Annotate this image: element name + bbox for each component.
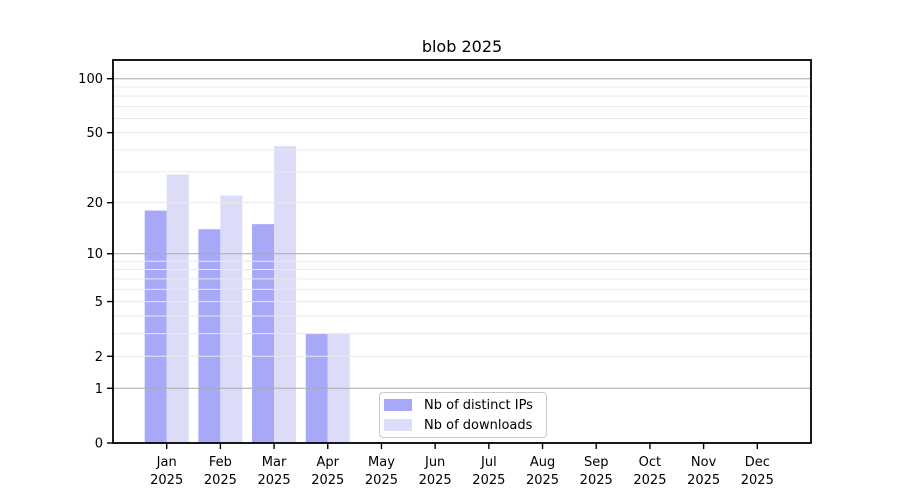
x-tick-label-apr: Apr (317, 455, 340, 470)
x-tick-year-jun: 2025 (419, 473, 452, 488)
x-tick-year-apr: 2025 (311, 473, 344, 488)
x-tick-year-jul: 2025 (472, 473, 505, 488)
legend-label-downloads: Nb of downloads (424, 417, 533, 433)
x-tick-label-sep: Sep (584, 455, 609, 470)
x-tick-year-oct: 2025 (633, 473, 666, 488)
y-tick-label-2: 2 (95, 350, 103, 365)
x-tick-year-aug: 2025 (526, 473, 559, 488)
y-tick-label-100: 100 (78, 72, 103, 87)
bar-downloads-jan (166, 174, 189, 443)
x-tick-year-may: 2025 (365, 473, 398, 488)
y-tick-label-10: 10 (86, 247, 103, 262)
legend-item-downloads: Nb of downloads (384, 417, 538, 434)
x-tick-year-sep: 2025 (580, 473, 613, 488)
bar-distinct-ips-jan (144, 210, 167, 443)
legend: Nb of distinct IPs Nb of downloads (379, 392, 547, 438)
bar-downloads-feb (220, 195, 243, 443)
y-tick-label-20: 20 (86, 196, 103, 211)
x-tick-label-jun: Jun (424, 455, 445, 470)
legend-item-distinct-ips: Nb of distinct IPs (384, 397, 538, 414)
x-tick-year-feb: 2025 (204, 473, 237, 488)
x-tick-label-oct: Oct (639, 455, 661, 470)
y-tick-label-5: 5 (95, 295, 103, 310)
x-tick-year-mar: 2025 (258, 473, 291, 488)
x-tick-label-may: May (368, 455, 395, 470)
x-tick-year-jan: 2025 (150, 473, 183, 488)
x-tick-year-nov: 2025 (687, 473, 720, 488)
legend-swatch-distinct-ips (384, 399, 412, 411)
legend-label-distinct-ips: Nb of distinct IPs (424, 397, 533, 413)
x-tick-label-nov: Nov (691, 455, 717, 470)
y-tick-label-0: 0 (95, 437, 103, 452)
x-tick-label-mar: Mar (262, 455, 287, 470)
x-tick-year-dec: 2025 (741, 473, 774, 488)
chart-title: blob 2025 (421, 37, 503, 56)
x-tick-label-feb: Feb (209, 455, 232, 470)
y-tick-label-50: 50 (86, 126, 103, 141)
bar-distinct-ips-feb (198, 229, 221, 443)
plot-border (112, 59, 812, 444)
x-tick-label-jan: Jan (156, 455, 177, 470)
x-tick-label-jul: Jul (480, 455, 497, 470)
legend-swatch-downloads (384, 419, 412, 431)
y-tick-label-1: 1 (95, 382, 103, 397)
x-tick-label-dec: Dec (745, 455, 770, 470)
bar-downloads-mar (274, 146, 297, 443)
x-tick-label-aug: Aug (530, 455, 555, 470)
